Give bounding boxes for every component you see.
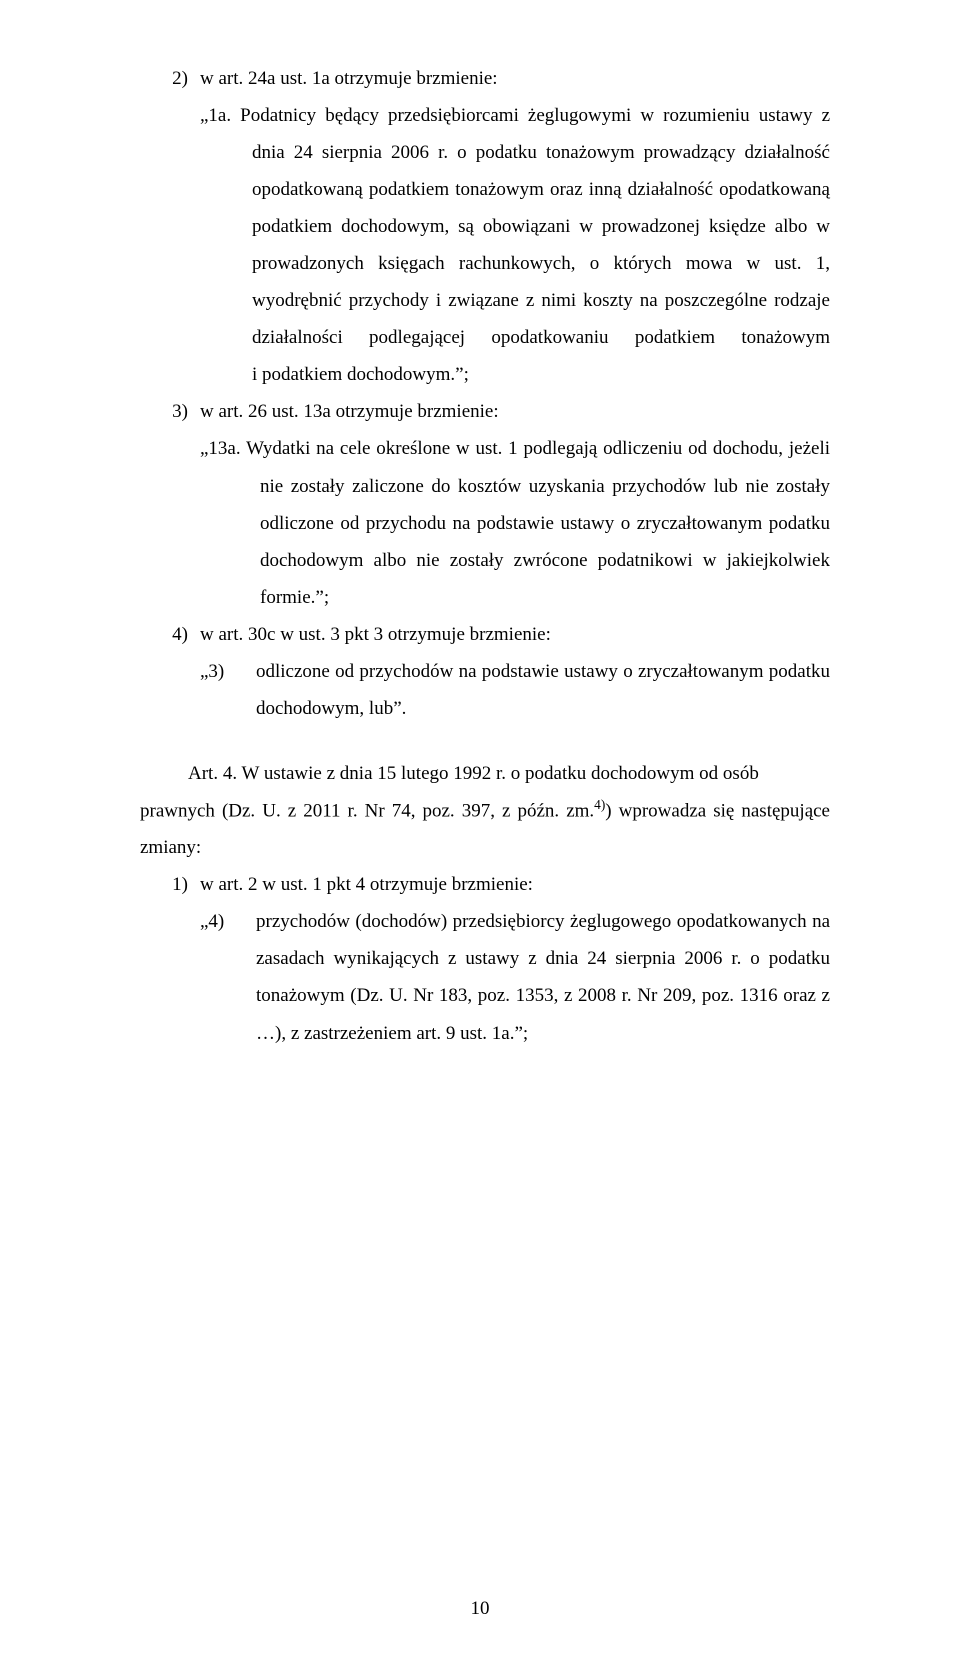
art4-item-1-inner-number: „4) xyxy=(200,903,256,1051)
list-item-2-lead: 2) w art. 24a ust. 1a otrzymuje brzmieni… xyxy=(140,60,830,97)
list-item-3-lead: 3) w art. 26 ust. 13a otrzymuje brzmieni… xyxy=(140,393,830,430)
art4-list-item-1: 1) w art. 2 w ust. 1 pkt 4 otrzymuje brz… xyxy=(140,866,830,1051)
list-item-3-quote-text: „13a. Wydatki na cele określone w ust. 1… xyxy=(200,430,830,615)
list-item-4: 4) w art. 30c w ust. 3 pkt 3 otrzymuje b… xyxy=(140,616,830,727)
list-item-2-number: 2) xyxy=(140,60,200,97)
art4-item-1-inner: „4) przychodów (dochodów) przedsiębiorcy… xyxy=(200,903,830,1051)
list-item-2: 2) w art. 24a ust. 1a otrzymuje brzmieni… xyxy=(140,60,830,393)
list-item-2-lead-text: w art. 24a ust. 1a otrzymuje brzmienie: xyxy=(200,60,830,97)
list-item-3-number: 3) xyxy=(140,393,200,430)
list-item-4-inner: „3) odliczone od przychodów na podstawie… xyxy=(200,653,830,727)
art4-item-1-lead: 1) w art. 2 w ust. 1 pkt 4 otrzymuje brz… xyxy=(140,866,830,903)
list-item-4-lead: 4) w art. 30c w ust. 3 pkt 3 otrzymuje b… xyxy=(140,616,830,653)
art4-item-1-lead-text: w art. 2 w ust. 1 pkt 4 otrzymuje brzmie… xyxy=(200,866,830,903)
list-item-4-inner-text: odliczone od przychodów na podstawie ust… xyxy=(256,653,830,727)
list-item-4-lead-text: w art. 30c w ust. 3 pkt 3 otrzymuje brzm… xyxy=(200,616,830,653)
art4-item-1-number: 1) xyxy=(140,866,200,903)
list-item-3: 3) w art. 26 ust. 13a otrzymuje brzmieni… xyxy=(140,393,830,615)
list-item-3-quote: „13a. Wydatki na cele określone w ust. 1… xyxy=(200,430,830,615)
art4-item-1-inner-text: przychodów (dochodów) przedsiębiorcy żeg… xyxy=(256,903,830,1051)
article-4-paragraph: Art. 4. W ustawie z dnia 15 lutego 1992 … xyxy=(140,755,830,792)
list-item-4-inner-number: „3) xyxy=(200,653,256,727)
footnote-ref-4: 4) xyxy=(594,797,605,812)
document-page: 2) w art. 24a ust. 1a otrzymuje brzmieni… xyxy=(0,0,960,1657)
list-item-4-number: 4) xyxy=(140,616,200,653)
page-number: 10 xyxy=(0,1590,960,1627)
article-4-text-b: prawnych (Dz. U. z 2011 r. Nr 74, poz. 3… xyxy=(140,800,594,821)
list-item-2-quote: „1a. Podatnicy będący przedsiębiorcami ż… xyxy=(200,97,830,393)
article-4-paragraph-cont: prawnych (Dz. U. z 2011 r. Nr 74, poz. 3… xyxy=(140,792,830,866)
list-item-3-lead-text: w art. 26 ust. 13a otrzymuje brzmienie: xyxy=(200,393,830,430)
article-4-block: Art. 4. W ustawie z dnia 15 lutego 1992 … xyxy=(140,755,830,866)
article-4-text-a: Art. 4. W ustawie z dnia 15 lutego 1992 … xyxy=(188,763,759,784)
list-item-2-quote-text: „1a. Podatnicy będący przedsiębiorcami ż… xyxy=(200,97,830,393)
